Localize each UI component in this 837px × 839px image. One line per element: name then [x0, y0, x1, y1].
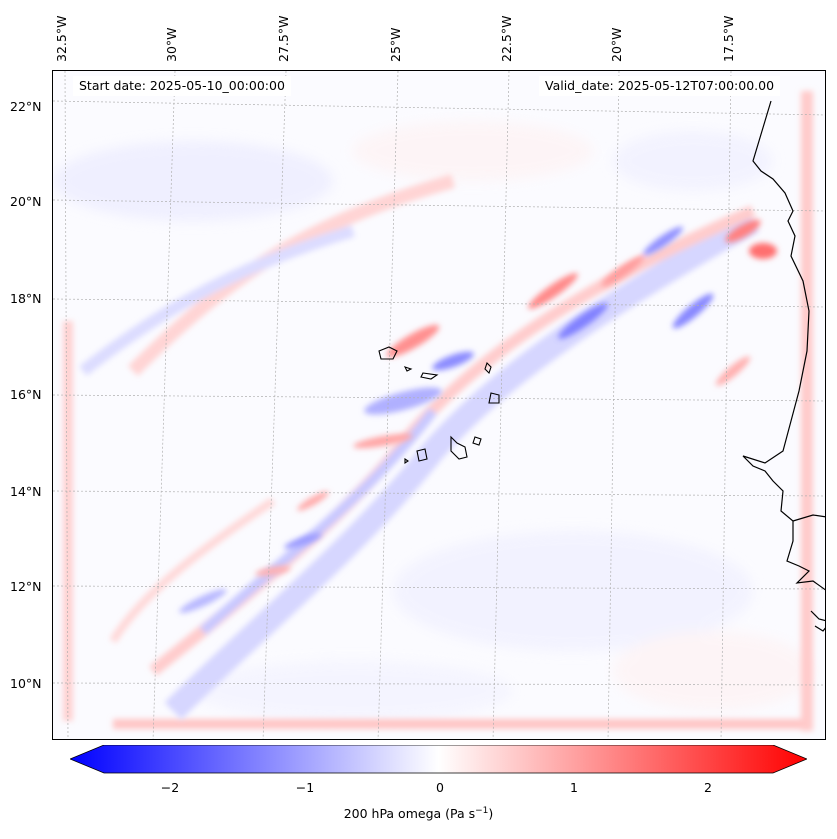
boundary-band	[63, 91, 813, 731]
lon-label-25w: 25°W	[388, 27, 403, 62]
colorbar-tick-0: 0	[436, 780, 444, 795]
start-date-label: Start date: 2025-05-10_00:00:00	[73, 76, 291, 96]
lat-label-20n: 20°N	[10, 194, 42, 209]
cape-verde-islands	[378, 346, 500, 465]
lon-label-22-5w: 22.5°W	[499, 15, 514, 62]
colorbar	[70, 745, 807, 774]
colorbar-tick-neg2: −2	[160, 780, 180, 795]
lat-label-10n: 10°N	[10, 676, 42, 691]
lat-label-18n: 18°N	[10, 291, 42, 306]
lon-label-17-5w: 17.5°W	[721, 15, 736, 62]
lon-label-27-5w: 27.5°W	[276, 15, 291, 62]
colorbar-tick-2: 2	[704, 780, 712, 795]
lon-label-30w: 30°W	[164, 27, 179, 62]
lon-label-32-5w: 32.5°W	[54, 15, 69, 62]
colorbar-tick-1: 1	[570, 780, 578, 795]
graticule	[53, 71, 825, 739]
valid-date-label: Valid_date: 2025-05-12T07:00:00.00	[539, 76, 781, 96]
colorbar-label: 200 hPa omega (Pa s−1)	[343, 806, 494, 822]
lon-label-20w: 20°W	[609, 27, 624, 62]
lat-label-12n: 12°N	[10, 579, 42, 594]
omega-field-map	[53, 71, 825, 739]
colorbar-gradient	[70, 745, 807, 774]
lat-label-16n: 16°N	[10, 387, 42, 402]
background-field	[53, 121, 813, 721]
convective-cells	[179, 219, 777, 613]
lat-label-22n: 22°N	[10, 99, 42, 114]
coastline	[742, 100, 825, 632]
colorbar-tick-neg1: −1	[295, 780, 315, 795]
map-panel[interactable]	[52, 70, 826, 740]
lat-label-14n: 14°N	[10, 484, 42, 499]
